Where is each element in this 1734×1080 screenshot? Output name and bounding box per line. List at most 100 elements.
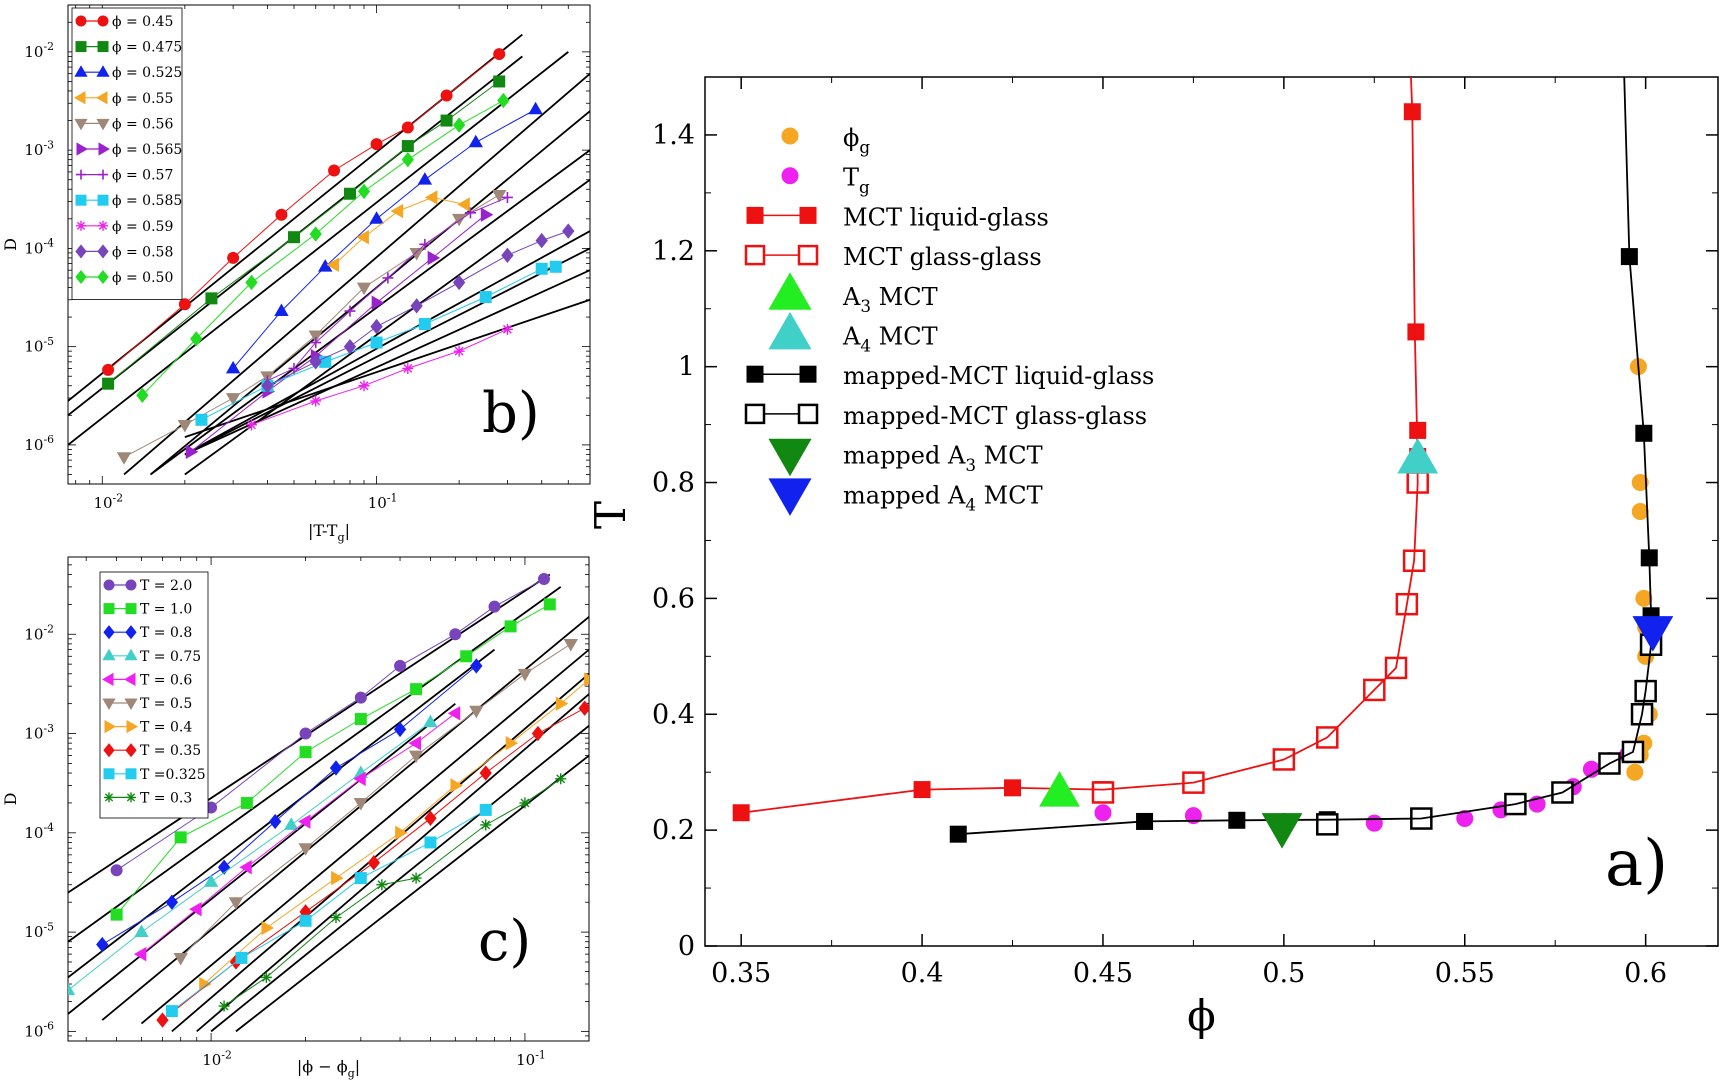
panel-a-series [958,77,1652,836]
panel-c-point [470,658,483,674]
panel-b-legend-marker [76,220,86,231]
panel-b-point [225,393,241,406]
panel-a-ytick-label: 0 [678,931,695,962]
panel-b-point [464,207,476,219]
panel-c-legend-marker [126,792,136,803]
panel-b-point [102,363,115,376]
panel-b-point [274,303,289,317]
panel-b-xtick-label-base: 10 [93,494,112,512]
panel-a-point [1184,807,1202,825]
panel-b-point [418,318,431,331]
panel-a-ytick-label: 0.6 [652,583,695,614]
panel-b-point [457,197,470,212]
panel-b-ytick-label-exp: -3 [43,138,54,151]
panel-c-fit-line [68,586,562,943]
legend-label-main: A [842,283,861,311]
panel-a-point [732,804,750,822]
panel-c-point [165,1005,178,1018]
panel-c-fit-line [68,702,456,1015]
panel-b-point [493,48,506,61]
panel-c-legend-label: T = 0.5 [140,696,192,712]
panel-c-legend-marker [104,792,114,803]
panel-c-diffusion-vs-packing: 10-2 10-110-610-510-410-310-2|ϕ − ϕg|Dc)T… [1,556,590,1080]
panel-c-point [395,825,408,841]
panel-b-point [344,305,356,317]
panel-c-xtick-label-exp: -2 [221,1048,232,1061]
panel-b-series [326,190,470,273]
panel-a-phase-diagram: 0.35 0.4 0.45 0.5 0.55 0.6 0 0.2 0.4 0.6 0.8 1 1.2 1.… [586,76,1719,1040]
panel-c-ytick-label-exp: -6 [43,1020,54,1033]
panel-b-point [225,360,241,374]
panel-b-legend-marker [97,194,109,206]
panel-b-legend-label: ϕ = 0.50 [112,270,173,286]
panel-b-fit-line [184,230,590,456]
panel-a-point [1631,474,1649,492]
panel-c-xlabel-tail: | [355,1057,360,1076]
panel-c-point [408,750,424,764]
legend-marker [744,403,766,425]
panel-c-ytick-label-exp: -4 [43,821,54,834]
panel-c-legend-marker [126,719,139,734]
panel-b-point [424,190,438,205]
panel-c-legend-marker [104,719,117,734]
panel-b-point [102,377,115,390]
panel-a-point [1635,589,1653,607]
legend-marker [781,167,799,185]
panel-c-ylabel: D [1,793,20,806]
panel-b-point [310,337,322,349]
panel-b-point [328,164,341,177]
panel-c-fit-line [196,693,589,1033]
panel-b-point [401,151,414,168]
panel-c-point [479,765,492,781]
panel-c-legend-marker [103,625,115,640]
panel-c-legend: T = 2.0 T = 1.0 T = 0.8 T = 0.75 T = 0.6 T = … [99,571,209,819]
panel-b-point [493,75,506,88]
panel-c-series [110,598,556,921]
panel-b-point [261,378,274,394]
panel-b-legend-label: ϕ = 0.59 [112,219,173,235]
panel-c-xtick-label-exp: -1 [535,1048,546,1061]
panel-b-series [136,92,510,403]
panel-a-point [1316,813,1339,836]
panel-b-legend-marker [73,91,86,105]
panel-b-legend-marker [97,244,109,259]
panel-c-point [134,924,149,937]
panel-a-ylabel: T [586,501,635,529]
panel-a-plot-area [732,77,1674,849]
legend-label: MCT glass-glass [843,243,1042,271]
panel-b-xlabel-main: |T-T [308,521,338,540]
panel-b-legend-marker [76,169,86,180]
panel-c-legend-label: T = 0.35 [140,743,201,759]
panel-c-legend-marker [102,648,116,661]
panel-a-ytick-label: 0.8 [652,468,695,499]
panel-b-xtick-label: 10-2 [93,491,123,512]
panel-c-ytick-label-base: 10 [24,923,43,941]
legend-label: MCT liquid-glass [843,203,1049,231]
panel-c-series [96,658,483,953]
panel-a-point [1632,616,1674,652]
panel-c-series-line [171,809,486,1012]
panel-c-point [504,620,517,633]
panel-c-xtick-label: 10-2 [202,1048,232,1069]
legend-label-tail: MCT [871,283,938,311]
panel-b-ytick-label-base: 10 [24,338,43,356]
panel-a-xtick-label: 0.5 [1262,958,1305,989]
panel-b-point [370,138,383,151]
panel-b-point [402,362,414,374]
legend-label-main: MCT glass-glass [843,243,1042,271]
legend-label-main: A [842,323,861,351]
panel-b-point [501,323,513,335]
panel-b-legend-label: ϕ = 0.56 [112,116,173,132]
panel-c-series [199,672,589,992]
panel-c-legend-marker [124,698,138,711]
panel-b-ytick-label-exp: -4 [43,237,54,250]
panel-b-series [225,101,543,374]
panel-b-legend-marker [75,41,87,53]
panel-c-point [376,879,388,891]
panel-c-point [299,746,312,759]
legend-label-tail: MCT [871,323,938,351]
panel-b-point [410,298,423,314]
panel-c-point [261,920,274,936]
panel-a-point [1094,804,1112,822]
